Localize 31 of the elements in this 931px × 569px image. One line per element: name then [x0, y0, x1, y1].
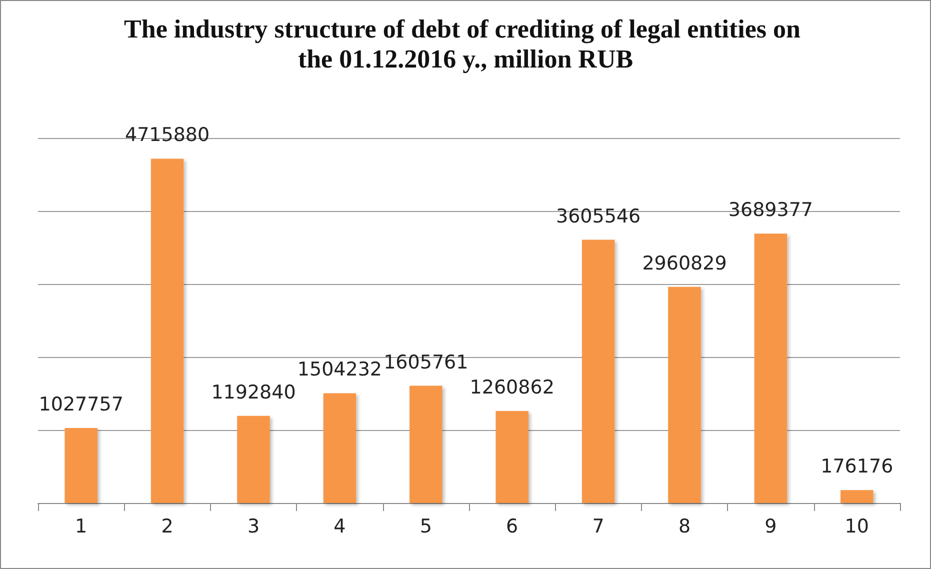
x-tick-label: 7: [592, 516, 604, 538]
bar: [64, 428, 98, 503]
x-tick-label: 8: [678, 516, 691, 538]
bar: [754, 234, 788, 503]
x-tick-label: 6: [506, 516, 518, 538]
bar: [410, 386, 442, 503]
x-tick-label: 1: [75, 516, 88, 538]
bar: [840, 490, 874, 503]
x-tick-label: 9: [764, 516, 777, 538]
bar: [237, 416, 270, 503]
data-label: 1504232: [297, 358, 382, 381]
bar: [496, 410, 528, 503]
x-tick-label: 4: [334, 516, 346, 538]
x-tick-label: 2: [161, 516, 174, 538]
x-tick-label: 10: [844, 516, 869, 538]
bar: [150, 158, 184, 503]
bar: [582, 240, 615, 503]
bar: [323, 393, 356, 503]
chart-title: The industry structure of debt of crediting of legal entities on the 01.12.2016 y., million RUB: [124, 14, 807, 74]
data-label: 1027757: [38, 393, 124, 416]
x-tick-label: 5: [420, 516, 432, 538]
x-tick-label: 3: [247, 516, 260, 538]
data-label: 1260862: [470, 376, 554, 398]
data-label: 3689377: [728, 199, 814, 222]
data-label: 3605546: [556, 205, 641, 228]
data-label: 4715880: [124, 124, 210, 146]
data-label: 2960829: [642, 252, 727, 274]
data-label: 176176: [820, 456, 894, 478]
data-label: 1605761: [384, 351, 468, 374]
data-label: 1192840: [211, 381, 296, 404]
bar: [668, 286, 701, 503]
